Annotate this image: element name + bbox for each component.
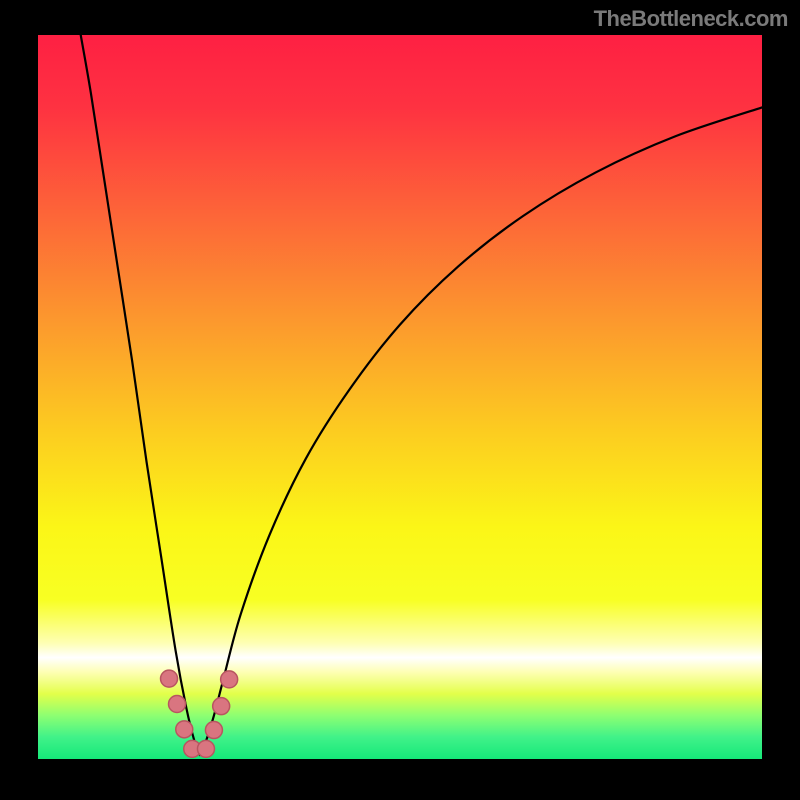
chart-container: TheBottleneck.com [0,0,800,800]
curve-marker-dot [176,721,193,738]
curve-marker-dot [213,698,230,715]
watermark-text: TheBottleneck.com [594,6,788,32]
curve-marker-dot [205,722,222,739]
bottleneck-chart [0,0,800,800]
curve-marker-dot [197,740,214,757]
curve-marker-dot [221,671,238,688]
plot-background [38,35,762,759]
curve-marker-dot [161,670,178,687]
curve-marker-dot [169,695,186,712]
